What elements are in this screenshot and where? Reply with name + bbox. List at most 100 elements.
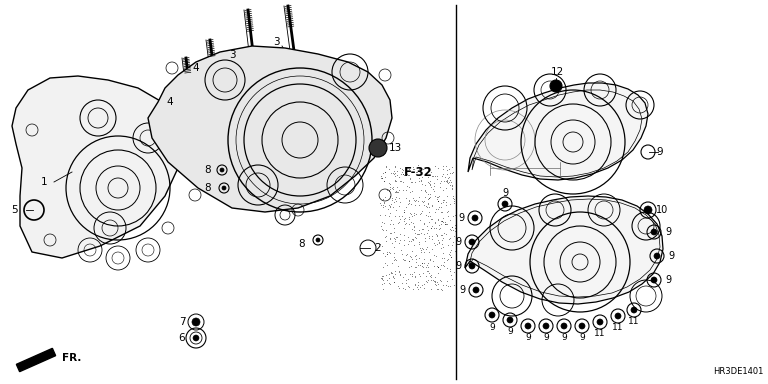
Point	[380, 162, 392, 169]
Point	[443, 174, 455, 180]
Point	[444, 170, 456, 176]
Point	[426, 185, 439, 192]
Text: 12: 12	[551, 67, 564, 77]
Point	[402, 234, 415, 240]
Point	[381, 250, 393, 257]
Point	[379, 260, 392, 266]
Point	[429, 193, 442, 199]
Point	[434, 266, 446, 272]
Point	[379, 233, 392, 239]
Point	[405, 254, 417, 260]
Point	[445, 271, 457, 278]
Point	[382, 213, 395, 219]
Point	[429, 183, 441, 189]
Point	[398, 242, 410, 248]
Point	[386, 260, 399, 266]
Point	[449, 248, 462, 254]
Point	[386, 270, 398, 276]
Point	[398, 209, 410, 215]
Point	[422, 200, 434, 206]
Point	[434, 225, 446, 231]
Point	[392, 220, 404, 226]
Point	[379, 227, 392, 233]
Point	[402, 238, 415, 244]
Point	[392, 268, 405, 274]
Point	[385, 201, 397, 207]
Point	[424, 182, 436, 188]
Text: 8: 8	[205, 183, 211, 193]
Point	[441, 265, 453, 271]
Point	[420, 203, 432, 209]
Point	[419, 278, 432, 284]
Point	[425, 202, 438, 208]
Point	[406, 248, 418, 254]
Point	[407, 210, 419, 216]
Point	[399, 172, 411, 178]
Point	[432, 206, 444, 212]
Point	[440, 202, 452, 209]
Point	[441, 193, 453, 199]
Point	[390, 189, 402, 195]
Point	[399, 271, 411, 277]
Point	[437, 243, 449, 250]
Point	[414, 283, 426, 290]
Point	[385, 270, 397, 276]
Point	[432, 166, 444, 172]
Point	[425, 236, 438, 242]
Point	[419, 238, 431, 245]
Point	[406, 213, 418, 219]
Point	[397, 187, 409, 193]
Point	[435, 209, 448, 215]
Point	[413, 232, 425, 238]
Point	[422, 180, 435, 186]
Point	[376, 275, 389, 281]
Point	[431, 233, 443, 239]
Point	[377, 277, 389, 283]
Text: 9: 9	[561, 333, 567, 343]
Point	[396, 213, 408, 219]
Point	[394, 178, 406, 184]
Point	[449, 227, 461, 233]
Point	[441, 167, 453, 173]
Point	[388, 235, 400, 241]
Point	[404, 253, 416, 259]
Point	[429, 218, 441, 225]
Point	[409, 253, 422, 260]
Text: 9: 9	[458, 213, 464, 223]
Point	[436, 163, 449, 169]
Text: 7: 7	[179, 317, 185, 327]
Point	[374, 212, 386, 218]
Point	[379, 169, 391, 175]
Point	[389, 177, 401, 183]
Point	[394, 165, 406, 171]
Point	[422, 179, 434, 185]
Text: 8: 8	[205, 165, 211, 175]
Circle shape	[220, 168, 224, 172]
Point	[388, 250, 400, 257]
Point	[403, 284, 415, 290]
Point	[422, 209, 435, 215]
Circle shape	[193, 335, 199, 341]
Point	[415, 245, 428, 251]
Point	[431, 286, 443, 292]
Point	[418, 220, 430, 226]
Point	[379, 169, 391, 175]
Point	[379, 253, 391, 260]
Text: 9: 9	[665, 275, 671, 285]
Point	[423, 249, 435, 255]
Point	[386, 270, 398, 276]
Point	[406, 179, 418, 185]
Point	[444, 217, 456, 223]
Point	[418, 281, 430, 287]
Circle shape	[597, 319, 603, 325]
Point	[377, 204, 389, 210]
Point	[412, 286, 425, 292]
Point	[416, 246, 429, 252]
Point	[436, 218, 449, 224]
Point	[398, 237, 410, 243]
Point	[386, 170, 398, 176]
Point	[445, 223, 458, 230]
Point	[431, 279, 443, 285]
Point	[445, 247, 458, 253]
Point	[399, 195, 412, 201]
